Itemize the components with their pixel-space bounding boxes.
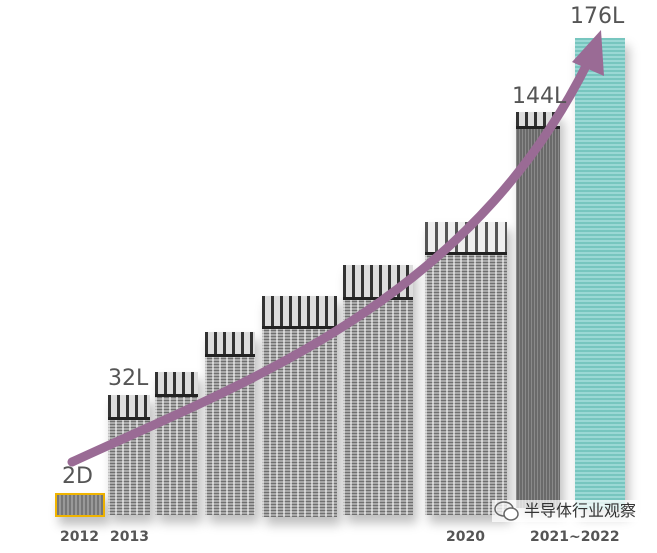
year-2012: 2012	[60, 529, 99, 545]
label-176l: 176L	[570, 4, 625, 29]
growth-arrow-curve	[67, 57, 593, 467]
die-gen3	[205, 332, 255, 515]
die-176l	[575, 38, 625, 510]
year-2013: 2013	[110, 529, 149, 545]
label-144l: 144L	[512, 84, 567, 109]
die-gen2	[155, 372, 198, 515]
watermark: 半导体行业观察	[492, 500, 639, 522]
label-2d: 2D	[62, 464, 93, 489]
die-32l	[108, 395, 150, 515]
year-2020: 2020	[446, 529, 485, 545]
year-2021-2022: 2021~2022	[530, 529, 620, 545]
label-32l: 32L	[108, 366, 149, 391]
die-2020	[425, 222, 507, 515]
arrowhead-icon	[572, 30, 604, 76]
wechat-icon	[494, 501, 519, 521]
watermark-text: 半导体行业观察	[524, 501, 637, 520]
die-2d	[55, 493, 105, 517]
